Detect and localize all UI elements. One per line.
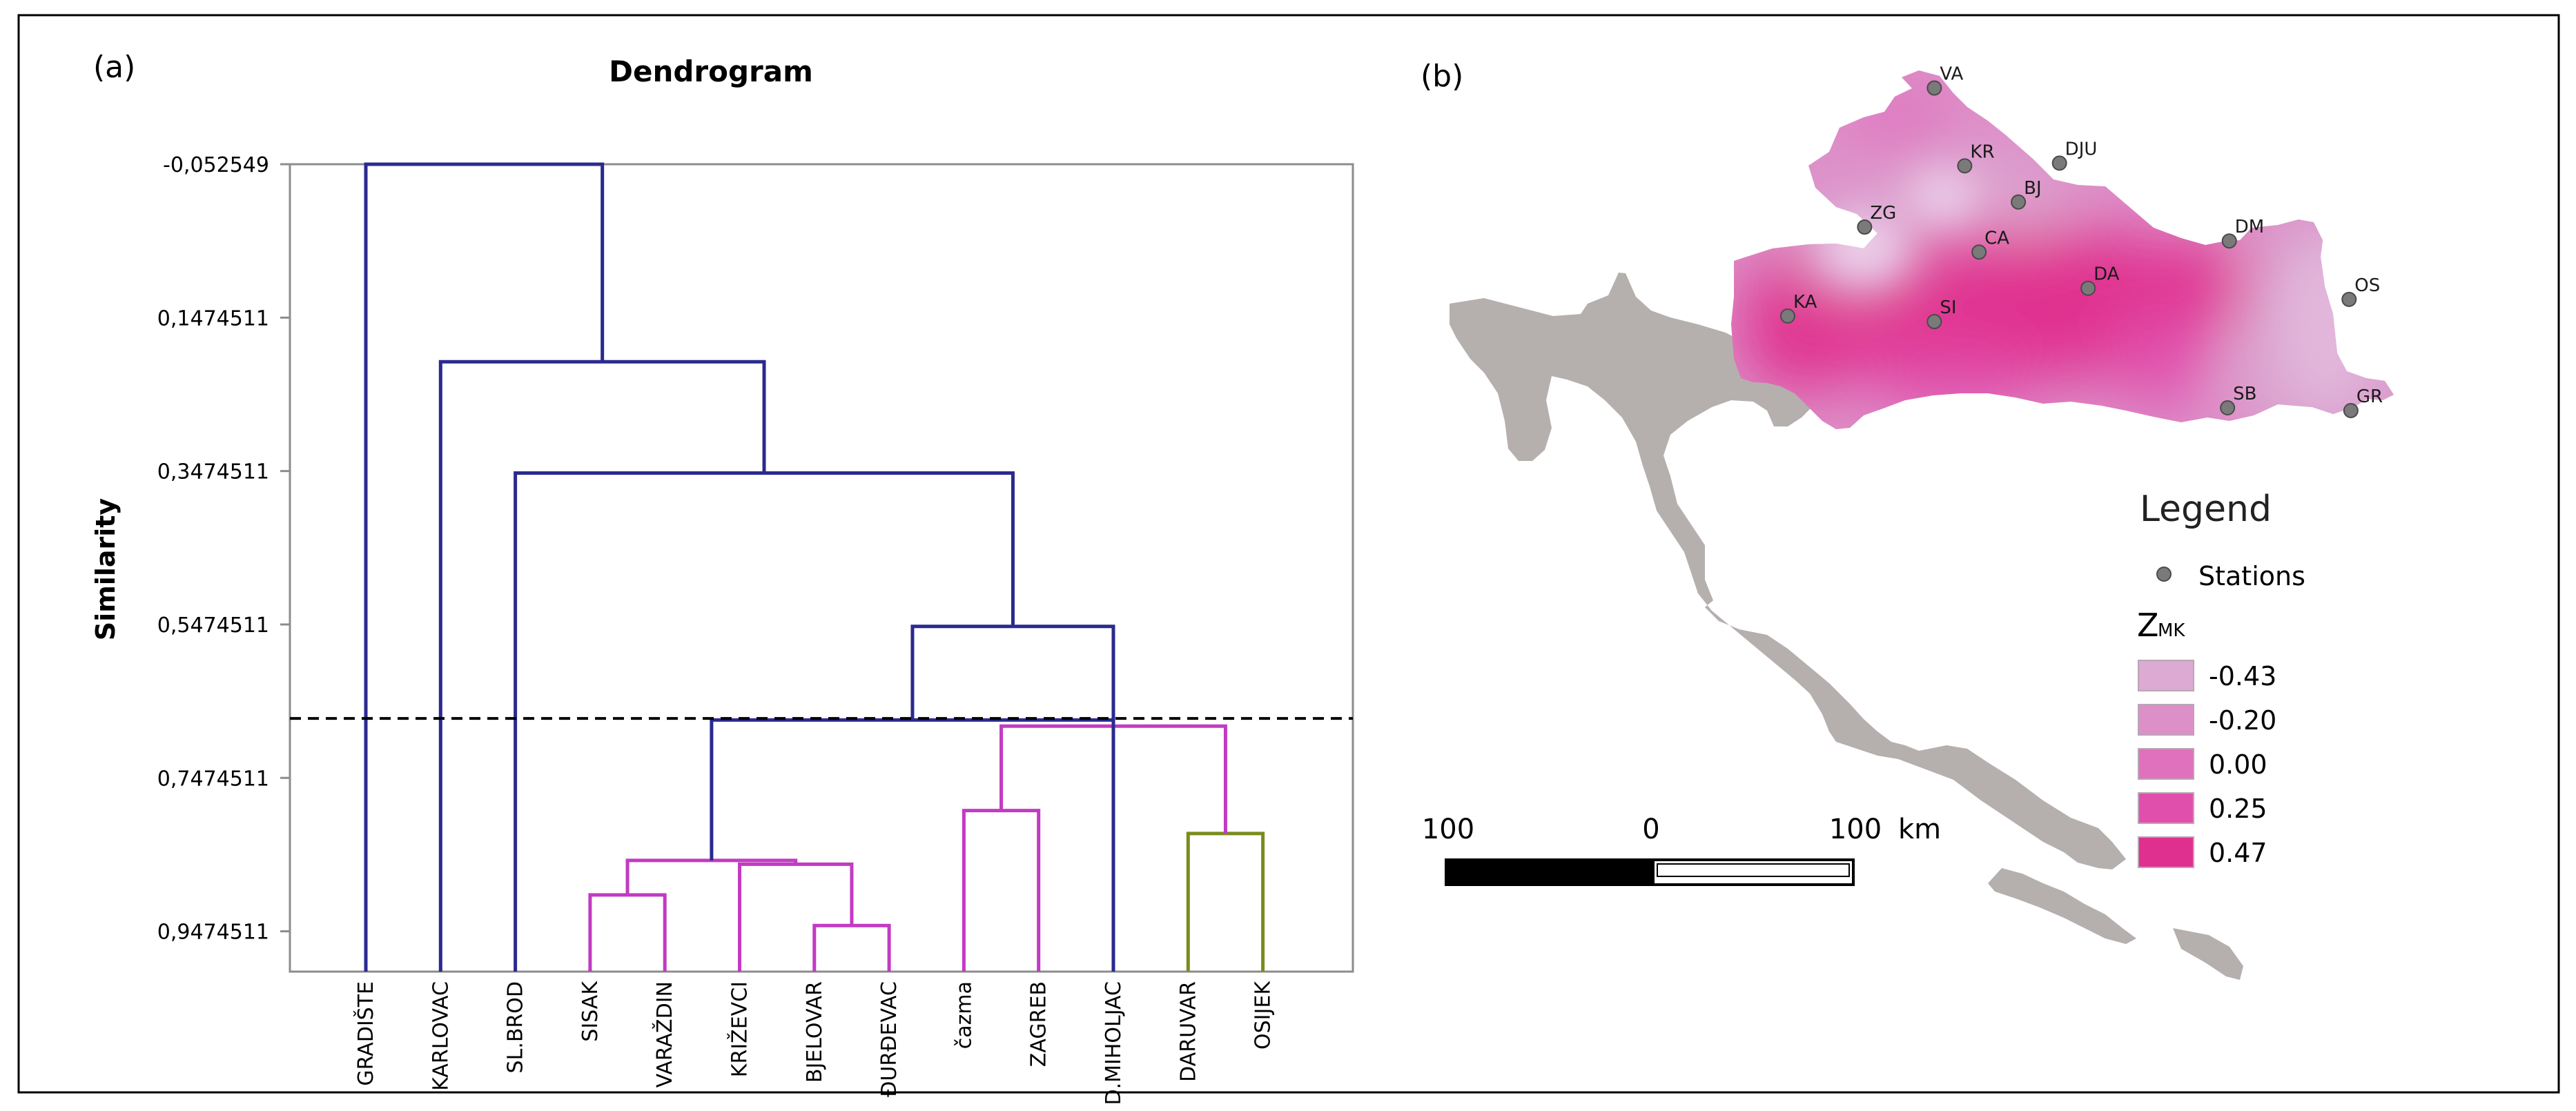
station-label: DM (2235, 217, 2264, 237)
legend-stations-label: Stations (2198, 561, 2305, 591)
panel-b-label: (b) (1421, 59, 1463, 94)
dendrogram-link (910, 625, 1115, 727)
station-label: KR (1970, 141, 1994, 162)
scalebar-left-label: 100 (1422, 814, 1474, 845)
station-label: BJ (2024, 178, 2042, 199)
legend-class-label: 0.00 (2209, 749, 2267, 780)
y-ticks: -0,052549 0,1474511 0,3474511 0,5474511 0,74… (157, 153, 290, 945)
station-marker (1926, 80, 1942, 96)
leaf-label: ZAGREB (1027, 981, 1051, 1067)
station-marker (2341, 291, 2357, 307)
legend-swatch (2138, 704, 2194, 736)
scale-bar: 100 0 100 km (1422, 814, 1941, 886)
station-marker (2343, 403, 2359, 419)
coastal-croatia-region (1450, 273, 2126, 869)
station-marker (1926, 314, 1942, 330)
leaf-label: BJELOVAR (803, 981, 827, 1083)
dendrogram-link (625, 858, 798, 895)
station-label: VA (1940, 64, 1963, 85)
leaf-label: DARUVAR (1176, 981, 1200, 1082)
leaf-label: KARLOVAC (429, 981, 453, 1091)
station-label: OS (2354, 275, 2380, 296)
stations-layer: VA KR DJU BJ ZG CA DM KA SI DA OS SB GR (1780, 64, 2383, 419)
station-label: KA (1793, 292, 1817, 313)
legend-station-symbol (2156, 567, 2172, 582)
station-label: SB (2233, 384, 2256, 404)
dubrovnik-tip-region (2173, 928, 2243, 980)
map-legend: Legend Stations Z MK -0.43 -0.20 0.00 0.25 0… (2137, 489, 2305, 868)
leaf-label: D.MIHOLJAC (1102, 981, 1126, 1105)
dendrogram-panel: (a) Dendrogram Similarity -0,052549 0,147… (90, 50, 1354, 1105)
legend-swatch (2138, 836, 2194, 868)
station-marker (1957, 158, 1973, 174)
y-tick-label: 0,5474511 (157, 613, 269, 638)
leaf-label: GRADIŠTE (353, 981, 378, 1086)
zmk-interpolation-surface (1731, 70, 2394, 429)
y-tick-label: -0,052549 (163, 153, 269, 177)
dendrogram-link (588, 893, 667, 972)
station-label: SI (1940, 297, 1956, 318)
legend-class-label: 0.25 (2209, 794, 2267, 824)
dendrogram-link (364, 162, 605, 972)
dendrogram-link (710, 718, 1115, 972)
scalebar-mid-label: 0 (1642, 814, 1659, 845)
leaf-label: čazma (952, 981, 976, 1049)
legend-swatch (2138, 748, 2194, 780)
scalebar-black-segment (1445, 858, 1655, 886)
leaf-label: VARAŽDIN (652, 981, 677, 1088)
legend-zmk-sub: MK (2158, 620, 2185, 641)
scalebar-inner-white (1657, 863, 1850, 877)
legend-class-label: -0.43 (2209, 661, 2276, 691)
station-marker (1780, 308, 1795, 324)
station-label: ZG (1870, 203, 1896, 224)
y-tick-label: 0,1474511 (157, 306, 269, 331)
station-marker (2080, 280, 2096, 296)
station-marker (2051, 155, 2067, 171)
scalebar-right-label: 100 (1829, 814, 1882, 845)
map-panel: (b) (1421, 59, 2394, 980)
y-tick-label: 0,7474511 (157, 767, 269, 791)
dendrogram-links (364, 162, 1265, 972)
leaf-label: OSIJEK (1251, 981, 1276, 1050)
station-marker (2011, 194, 2027, 210)
legend-class-label: 0.47 (2209, 838, 2267, 868)
leaf-label: SL.BROD (504, 981, 528, 1073)
leaf-label: ĐURĐEVAC (877, 981, 901, 1097)
chart-title: Dendrogram (609, 55, 813, 88)
dendrogram-link (1186, 832, 1265, 972)
dendrogram-link (812, 923, 891, 972)
leaf-label: KRIŽEVCI (728, 981, 752, 1077)
legend-title: Legend (2140, 489, 2272, 530)
legend-zmk-main: Z (2137, 607, 2159, 644)
legend-swatch (2138, 660, 2194, 691)
y-tick-label: 0,9474511 (157, 921, 269, 945)
y-tick-label: 0,3474511 (157, 460, 269, 484)
station-label: GR (2357, 386, 2383, 407)
scalebar-unit: km (1898, 814, 1941, 845)
southern-croatia-region (1988, 868, 2136, 944)
figure-border (17, 14, 2560, 1094)
panel-a-label: (a) (93, 50, 135, 85)
dendrogram-link (738, 862, 854, 972)
leaf-label: SISAK (578, 981, 603, 1042)
legend-class-label: -0.20 (2209, 705, 2276, 736)
station-marker (2221, 233, 2237, 249)
y-axis-label: Similarity (90, 498, 121, 641)
station-marker (1857, 219, 1873, 235)
legend-swatch (2138, 792, 2194, 824)
station-label: DA (2094, 264, 2120, 285)
legend-classes: -0.43 -0.20 0.00 0.25 0.47 (2138, 660, 2276, 868)
station-label: DJU (2065, 139, 2098, 159)
plot-frame (289, 163, 1354, 973)
station-label: CA (1984, 228, 2009, 248)
dendrogram-link (962, 809, 1041, 972)
station-marker (2220, 400, 2236, 415)
station-marker (1971, 244, 1987, 260)
dendrogram-link (438, 360, 766, 972)
leaf-labels: GRADIŠTE KARLOVAC SL.BROD SISAK VARAŽDIN KRIŽ… (353, 981, 1276, 1105)
